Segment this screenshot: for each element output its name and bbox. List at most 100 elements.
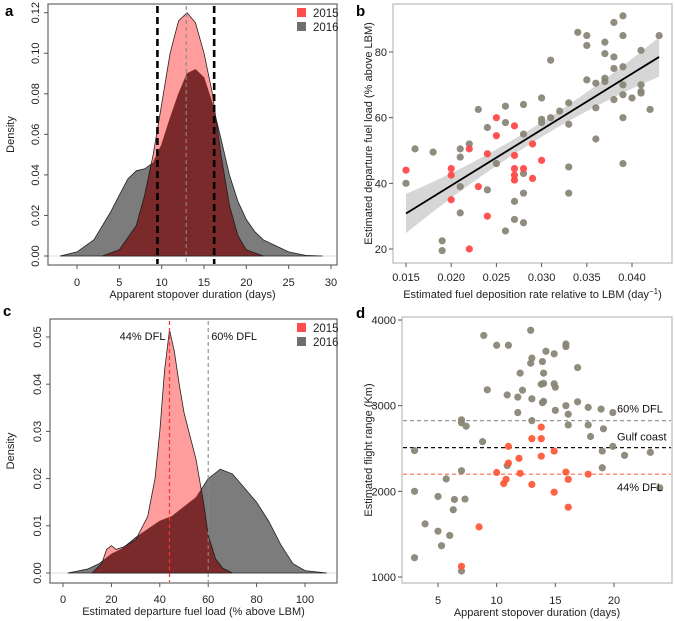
point-2016: [540, 369, 548, 377]
point-2015: [510, 151, 519, 160]
point-2016: [601, 50, 609, 58]
legend-swatch-2015: [297, 323, 306, 332]
point-2016: [478, 438, 487, 446]
y-tick-label: 0.01: [32, 515, 44, 536]
legend-label-2015: 2015: [313, 8, 339, 20]
point-2016: [516, 369, 524, 377]
point-2016: [518, 386, 527, 394]
point-2016: [599, 425, 608, 433]
x-tick-label: 0.020: [437, 272, 465, 284]
point-2015: [493, 468, 501, 477]
point-2016: [609, 408, 617, 417]
point-2016: [619, 81, 627, 89]
point-2016: [461, 495, 469, 503]
point-2016: [628, 94, 636, 102]
legend-swatch-2016: [297, 22, 306, 31]
point-2016: [609, 442, 617, 450]
x-tick-label: 0.035: [573, 272, 601, 284]
legend-swatch-2016: [297, 337, 306, 346]
point-2016: [619, 63, 627, 71]
point-2015: [510, 122, 519, 130]
point-2015: [510, 171, 519, 179]
x-tick-label: 20: [608, 595, 620, 607]
y-tick-label: 0.02: [30, 205, 42, 226]
point-2016: [528, 417, 536, 425]
y-axis-label: Estimated flight range (Km): [363, 383, 375, 516]
y-tick-label: 0.10: [30, 43, 42, 64]
point-2016: [574, 28, 582, 36]
point-2016: [598, 464, 606, 472]
point-2016: [610, 64, 618, 73]
point-2015: [504, 459, 512, 467]
reference-line-label: 60% DFL: [211, 331, 257, 343]
point-2016: [562, 342, 570, 351]
point-2016: [610, 53, 618, 61]
point-2016: [565, 99, 573, 107]
x-tick-label: 0.025: [483, 272, 511, 284]
point-2015: [483, 212, 491, 220]
point-2016: [574, 363, 582, 372]
point-2016: [456, 183, 464, 191]
point-2016: [656, 484, 664, 492]
point-2016: [583, 41, 591, 50]
point-2016: [592, 104, 600, 112]
point-2016: [592, 135, 600, 143]
point-2016: [586, 432, 595, 441]
point-2016: [584, 403, 592, 411]
y-tick-label: 0.12: [30, 2, 42, 23]
x-tick-label: 10: [491, 595, 503, 607]
panel-label-b: b: [356, 3, 365, 20]
point-2016: [510, 215, 519, 224]
point-2016: [483, 386, 491, 394]
reference-line-label: 60% DFL: [617, 404, 663, 416]
y-tick-label: 0.02: [32, 468, 44, 489]
point-2015: [564, 503, 572, 511]
point-2016: [620, 451, 629, 459]
point-2016: [446, 531, 454, 540]
point-2016: [501, 227, 510, 235]
point-2015: [474, 183, 482, 191]
y-tick-label: 80: [375, 47, 387, 59]
point-2015: [528, 174, 537, 183]
point-2016: [540, 379, 548, 387]
y-tick-label: 40: [375, 178, 387, 190]
point-2016: [483, 186, 491, 194]
point-2016: [610, 96, 618, 104]
point-2016: [465, 140, 473, 148]
y-tick-label: 0.08: [30, 83, 42, 104]
point-2016: [480, 331, 488, 340]
legend-label-2016: 2016: [313, 337, 339, 349]
point-2015: [457, 562, 466, 570]
point-2016: [637, 81, 645, 89]
point-2016: [565, 189, 573, 197]
point-2016: [483, 123, 491, 132]
point-2016: [592, 79, 600, 87]
x-axis-label-end: ): [658, 289, 662, 301]
plot-frame: [49, 318, 338, 584]
point-2015: [550, 447, 558, 455]
point-2015: [516, 469, 524, 477]
panel-a-density-stopover: 0 5 10 15 20 25 30 0.00 0.02 0.04 0.06 0.08 0.10 0.12…: [5, 2, 339, 301]
x-axis-label: Apparent stopover duration (days): [109, 289, 275, 301]
point-2016: [519, 169, 528, 178]
point-2015: [537, 452, 545, 460]
point-2016: [527, 326, 535, 334]
point-2016: [519, 100, 528, 109]
point-2016: [462, 422, 470, 430]
y-tick-label: 0.00: [32, 562, 44, 583]
point-2016: [564, 421, 572, 429]
point-2016: [442, 475, 450, 483]
point-2015: [515, 454, 523, 462]
point-2015: [402, 166, 410, 174]
y-tick-label: 1000: [372, 572, 396, 584]
point-2016: [583, 31, 591, 40]
point-2016: [410, 447, 419, 455]
x-tick-label: 80: [250, 594, 262, 606]
x-tick-label: 20: [240, 277, 252, 289]
point-2015: [528, 435, 536, 443]
point-2016: [474, 105, 482, 114]
x-axis-label-superscript: −1: [649, 287, 659, 296]
x-axis-label: Estimated fuel deposition rate relative …: [403, 287, 662, 301]
x-tick-label: 25: [283, 277, 295, 289]
